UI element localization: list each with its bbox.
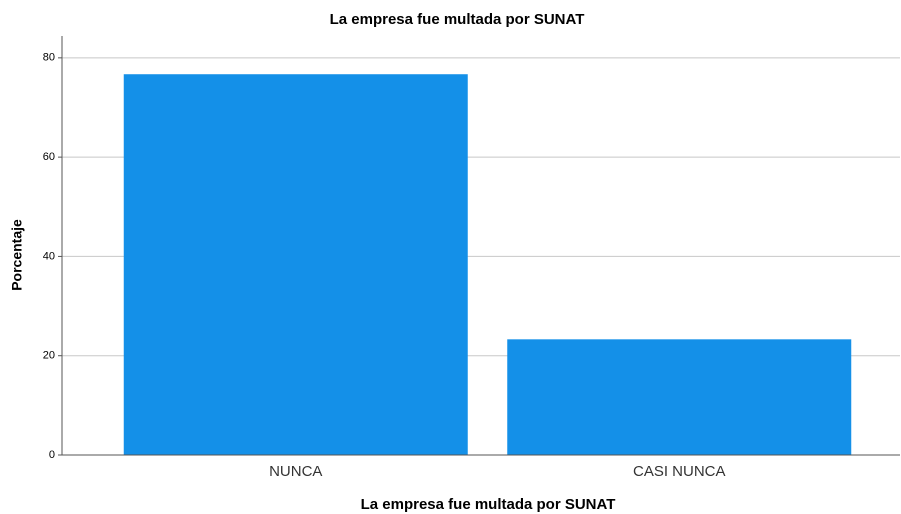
x-axis-title: La empresa fue multada por SUNAT — [361, 496, 616, 513]
y-axis-title: Porcentaje — [9, 219, 25, 291]
bar — [123, 74, 468, 455]
y-tick-label: 20 — [43, 350, 55, 362]
bar — [507, 339, 852, 455]
y-tick-label: 0 — [49, 449, 55, 461]
x-tick-label: NUNCA — [269, 463, 322, 480]
y-tick-label: 60 — [43, 151, 55, 163]
chart-title: La empresa fue multada por SUNAT — [330, 11, 585, 28]
y-tick-label: 80 — [43, 52, 55, 64]
x-tick-label: CASI NUNCA — [633, 463, 726, 480]
y-tick-label: 40 — [43, 250, 55, 262]
